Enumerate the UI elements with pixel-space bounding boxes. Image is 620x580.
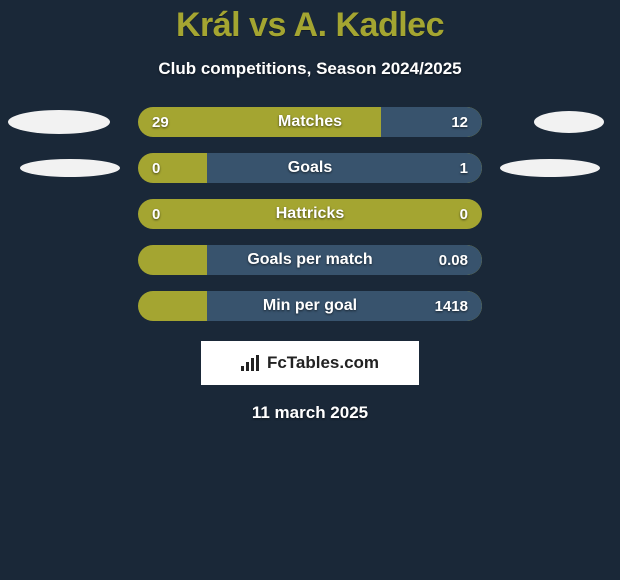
subtitle: Club competitions, Season 2024/2025 [0,59,620,79]
stat-value-left: 29 [152,107,169,137]
stat-value-left: 0 [152,153,160,183]
page-title: Král vs A. Kadlec [0,6,620,45]
stat-label: Hattricks [138,199,482,229]
brand-text: FcTables.com [267,353,379,373]
player-marker-left [20,159,120,177]
stat-rows: 2912Matches01Goals00Hattricks0.08Goals p… [0,107,620,321]
bar-fill-right [207,153,482,183]
stat-bar: 01Goals [138,153,482,183]
comparison-card: Král vs A. Kadlec Club competitions, Sea… [0,0,620,423]
bar-fill-right [381,107,482,137]
date-label: 11 march 2025 [0,403,620,423]
stat-bar: 0 0Hattricks [138,199,482,229]
stat-bar: 2912Matches [138,107,482,137]
brand-badge[interactable]: FcTables.com [201,341,419,385]
stat-row: 2912Matches [0,107,620,137]
bar-fill-right [207,291,482,321]
player-marker-right [534,111,604,133]
stat-bar: 0.08Goals per match [138,245,482,275]
stat-row: 01Goals [0,153,620,183]
bar-chart-icon [241,355,261,371]
stat-value-left: 0 [152,199,160,229]
stat-row: 1418Min per goal [0,291,620,321]
stat-value-right: 0 [460,199,468,229]
stat-row: 0 0Hattricks [0,199,620,229]
player-marker-right [500,159,600,177]
player-marker-left [8,110,110,134]
stat-bar: 1418Min per goal [138,291,482,321]
stat-row: 0.08Goals per match [0,245,620,275]
bar-fill-right [207,245,482,275]
